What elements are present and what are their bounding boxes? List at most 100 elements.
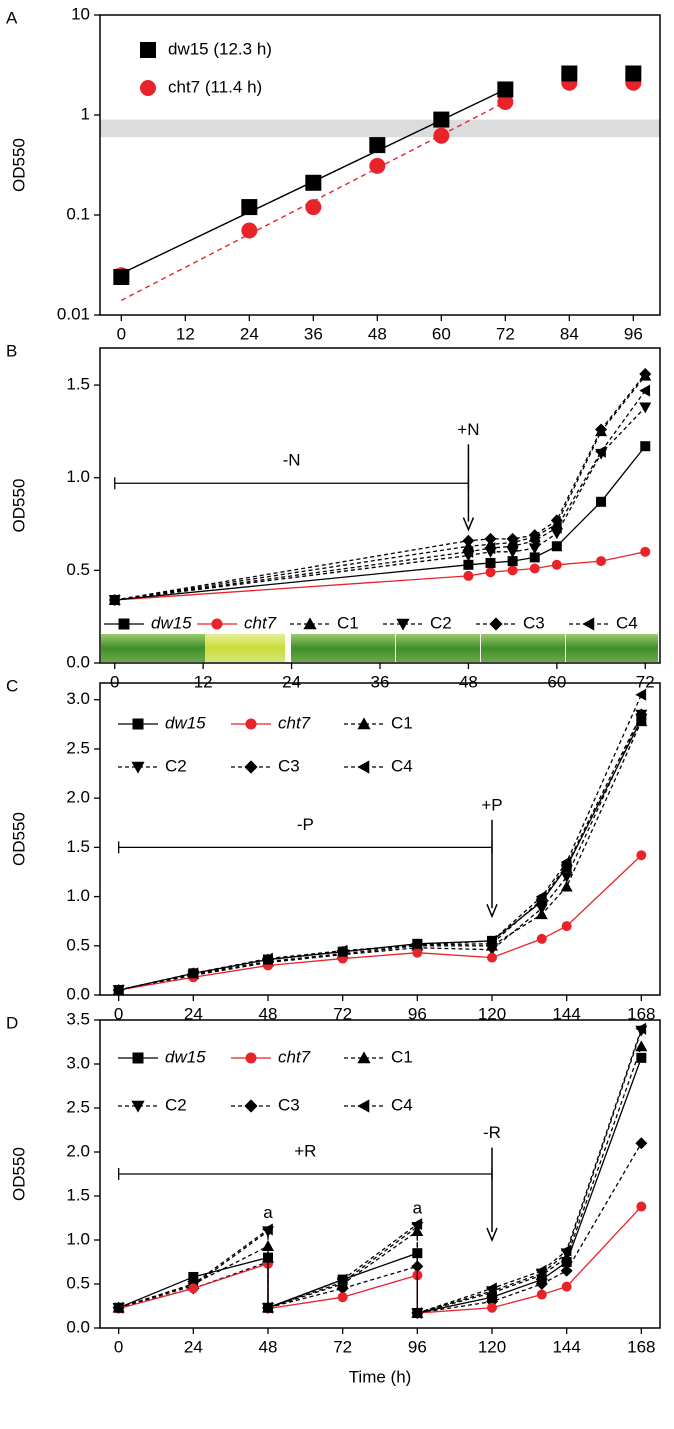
x-tick-label: 60	[547, 672, 566, 691]
marker	[262, 1240, 274, 1251]
legend-label: C1	[391, 713, 413, 732]
marker	[561, 1257, 572, 1267]
marker	[635, 1025, 648, 1037]
y-axis-label: OD550	[9, 138, 28, 192]
marker	[109, 595, 120, 605]
x-tick-label: 24	[240, 324, 259, 343]
marker	[635, 688, 647, 701]
marker	[113, 985, 124, 996]
marker	[357, 717, 371, 730]
marker	[636, 1201, 647, 1212]
marker	[595, 425, 608, 437]
x-tick-label: 84	[560, 324, 579, 343]
y-tick-label: 0.1	[66, 204, 90, 223]
panel-label: C	[6, 676, 18, 695]
marker	[485, 557, 496, 568]
marker	[487, 952, 497, 963]
series-line	[114, 406, 646, 601]
marker	[485, 567, 496, 578]
x-tick-label: 72	[333, 1004, 352, 1023]
marker	[305, 199, 322, 216]
marker	[369, 137, 386, 154]
marker	[529, 563, 540, 574]
photo-flask	[566, 634, 658, 662]
marker	[188, 1283, 199, 1294]
series-line	[118, 714, 642, 991]
marker	[113, 1302, 124, 1313]
x-tick-label: 24	[184, 1004, 203, 1023]
x-tick-label: 96	[408, 1004, 427, 1023]
marker	[462, 550, 475, 562]
series-line	[118, 694, 642, 991]
marker	[529, 552, 540, 563]
x-tick-label: 144	[552, 1337, 580, 1356]
x-tick-label: 60	[432, 324, 451, 343]
marker	[337, 1274, 348, 1285]
marker	[550, 518, 563, 529]
arrow-head	[462, 517, 475, 532]
y-tick-label: 0.5	[66, 935, 90, 954]
marker	[337, 946, 348, 957]
x-tick-label: 0	[114, 1004, 123, 1023]
marker	[561, 921, 572, 932]
series-line	[114, 373, 646, 601]
marker	[262, 1226, 274, 1238]
marker	[640, 546, 651, 557]
y-tick-label: 1.0	[66, 1229, 90, 1248]
marker	[535, 908, 548, 920]
marker	[550, 528, 563, 540]
marker	[412, 947, 423, 958]
y-tick-label: 1.0	[66, 467, 90, 486]
marker	[263, 1302, 273, 1313]
x-tick-label: 96	[408, 1337, 427, 1356]
culture-photo	[101, 634, 658, 662]
marker	[462, 540, 475, 552]
marker	[487, 1302, 497, 1313]
marker	[412, 1308, 423, 1319]
bracket	[114, 477, 470, 490]
panel-label: D	[6, 1013, 18, 1032]
x-tick-label: 12	[176, 324, 195, 343]
photo-flask	[481, 634, 565, 662]
marker	[635, 1137, 648, 1150]
series-line	[118, 721, 642, 991]
marker	[560, 872, 573, 883]
marker	[560, 880, 573, 892]
panel-label: A	[6, 8, 18, 27]
marker	[582, 617, 595, 631]
marker	[263, 1252, 273, 1263]
marker	[636, 1052, 647, 1063]
x-tick-label: 48	[459, 672, 478, 691]
x-tick-label: 96	[624, 324, 643, 343]
marker	[528, 543, 541, 555]
marker	[635, 1040, 648, 1052]
legend-label: cht7	[278, 1047, 311, 1066]
marker	[132, 718, 144, 730]
x-tick-label: 0	[117, 324, 126, 343]
legend-label: C1	[337, 613, 359, 632]
legend-label: cht7 (11.4 h)	[168, 77, 262, 96]
marker	[561, 1281, 572, 1292]
x-tick-label: 168	[627, 1004, 655, 1023]
y-tick-label: 1.5	[66, 837, 90, 856]
marker	[636, 850, 647, 861]
arrow-head	[486, 903, 498, 919]
y-tick-label: 3.0	[66, 689, 90, 708]
bracket-label: -N	[283, 451, 301, 470]
y-tick-label: 0.0	[66, 984, 90, 1003]
marker	[463, 559, 474, 570]
marker	[357, 1099, 370, 1113]
marker	[636, 714, 647, 725]
x-tick-label: 72	[333, 1337, 352, 1356]
marker	[118, 618, 130, 630]
x-tick-label: 168	[627, 1337, 655, 1356]
marker	[131, 761, 145, 774]
marker	[245, 1052, 257, 1064]
marker	[506, 536, 519, 548]
y-tick-label: 1	[81, 104, 90, 123]
marker	[357, 760, 370, 774]
y-axis-label: OD550	[9, 812, 28, 866]
marker	[263, 954, 273, 965]
annotation: a	[263, 1203, 273, 1222]
